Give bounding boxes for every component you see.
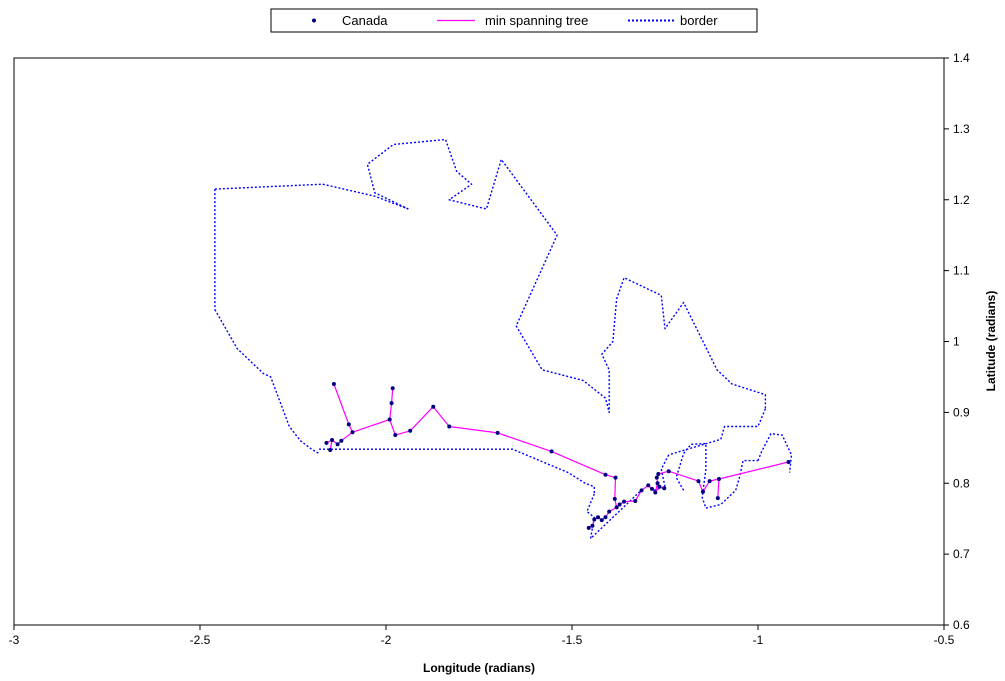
canada-point (613, 475, 618, 480)
x-tick-label: -2.5 (190, 633, 211, 647)
canada-point (603, 515, 608, 520)
x-axis-ticks: -3 -2.5 -2 -1.5 -1 -0.5 (9, 625, 955, 647)
canada-point (495, 430, 500, 435)
x-tick-label: -3 (9, 633, 20, 647)
legend-label-canada: Canada (342, 13, 388, 28)
canada-point (607, 509, 612, 514)
y-tick-label: 1.1 (953, 264, 970, 278)
canada-point (653, 490, 658, 495)
canada-point (716, 476, 721, 481)
canada-point (656, 472, 661, 477)
y-tick-label: 0.8 (953, 476, 970, 490)
y-tick-label: 1.2 (953, 193, 970, 207)
legend-label-mst: min spanning tree (485, 13, 588, 28)
canada-point (649, 486, 654, 491)
canada-point (617, 502, 622, 507)
canada-point (633, 498, 638, 503)
mst-edge (717, 478, 720, 499)
border-line (319, 448, 595, 494)
legend: Canada min spanning tree border (270, 8, 758, 33)
canada-point (657, 484, 662, 489)
legend-label-border: border (680, 13, 718, 28)
border-line (675, 442, 758, 509)
mst-edge (654, 461, 789, 493)
canada-point (646, 483, 651, 488)
y-tick-label: 1.3 (953, 122, 970, 136)
canada-point (408, 428, 413, 433)
border-line (757, 432, 793, 473)
canada-point (700, 489, 705, 494)
y-axis-title: Latitude (radians) (984, 291, 998, 392)
canada-point (586, 525, 591, 530)
canada-point (592, 517, 597, 522)
canada-point (599, 518, 604, 523)
canada-point (387, 417, 392, 422)
legend-marker-canada (312, 18, 316, 23)
canada-point (614, 505, 619, 510)
canada-point (603, 472, 608, 477)
border-line (366, 138, 767, 414)
y-tick-label: 1 (953, 335, 960, 349)
canada-point (612, 496, 617, 501)
canada-point (393, 433, 398, 438)
y-tick-label: 0.6 (953, 618, 970, 632)
canada-point (590, 523, 595, 528)
series-layer (214, 138, 793, 540)
y-tick-label: 0.7 (953, 547, 970, 561)
x-tick-label: -2 (381, 633, 392, 647)
canada-point (335, 442, 340, 447)
border-line (653, 454, 670, 491)
canada-point (346, 422, 351, 427)
canada-point (654, 475, 659, 480)
canada-point (431, 404, 436, 409)
canada-point (696, 479, 701, 484)
canada-point (639, 488, 644, 493)
canada-point (324, 440, 329, 445)
x-tick-label: -0.5 (934, 633, 955, 647)
canada-point (596, 515, 601, 520)
canada-point (786, 459, 791, 464)
canada-point (666, 469, 671, 474)
canada-point (350, 430, 355, 435)
canada-point (389, 401, 394, 406)
canada-point (622, 499, 627, 504)
x-tick-label: -1.5 (562, 633, 583, 647)
x-axis-title: Longitude (radians) (423, 661, 535, 675)
mst-edge (352, 388, 394, 433)
canada-point (328, 447, 333, 452)
x-tick-label: -1 (753, 633, 764, 647)
canada-point (331, 382, 336, 387)
canada-point (655, 481, 660, 486)
canada-point (390, 386, 395, 391)
canada-point (707, 479, 712, 484)
y-axis-ticks: 0.6 0.7 0.8 0.9 1 1.1 1.2 1.3 1.4 (944, 51, 970, 632)
canada-point (330, 438, 335, 443)
canada-point (662, 486, 667, 491)
y-tick-label: 1.4 (953, 51, 970, 65)
canada-point (339, 438, 344, 443)
border-line (586, 488, 644, 540)
border-line (322, 183, 409, 210)
canada-point (715, 496, 720, 501)
y-tick-label: 0.9 (953, 405, 970, 419)
legend-box (270, 8, 758, 33)
canada-point (447, 424, 452, 429)
canada-point (549, 449, 554, 454)
